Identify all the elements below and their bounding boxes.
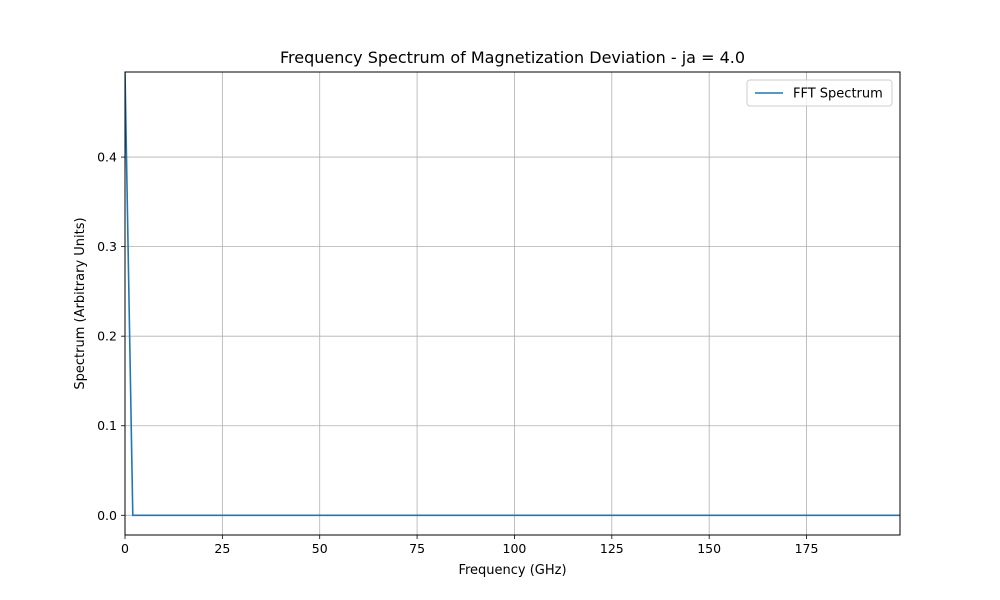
legend-box: [746, 79, 893, 107]
x-tick-label: 100: [503, 541, 527, 556]
plot-frame: [124, 71, 901, 536]
y-tick-label: 0.4: [97, 150, 117, 165]
chart-title: Frequency Spectrum of Magnetization Devi…: [280, 48, 745, 67]
x-tick-label: 125: [600, 541, 624, 556]
y-tick-label: 0.2: [97, 329, 117, 344]
x-tick-label: 175: [795, 541, 819, 556]
x-axis-label: Frequency (GHz): [458, 563, 566, 578]
x-tick-label: 50: [312, 541, 328, 556]
legend: FFT Spectrum: [746, 79, 893, 107]
y-axis-label: Spectrum (Arbitrary Units): [73, 217, 88, 389]
legend-label: FFT Spectrum: [793, 87, 883, 102]
series-line-fft-spectrum: [125, 72, 900, 517]
series-layer: [125, 72, 900, 517]
x-tick-label: 75: [409, 541, 425, 556]
x-tick-label: 25: [214, 541, 230, 556]
ticks: 0 25 50 75 100 125 150 175 0.0 0.1 0.2 0.3 0.4: [97, 150, 818, 556]
x-tick-label: 150: [697, 541, 721, 556]
y-tick-label: 0.0: [97, 508, 117, 523]
y-tick-label: 0.3: [97, 239, 117, 254]
y-tick-label: 0.1: [97, 418, 117, 433]
x-tick-label: 0: [121, 541, 129, 556]
